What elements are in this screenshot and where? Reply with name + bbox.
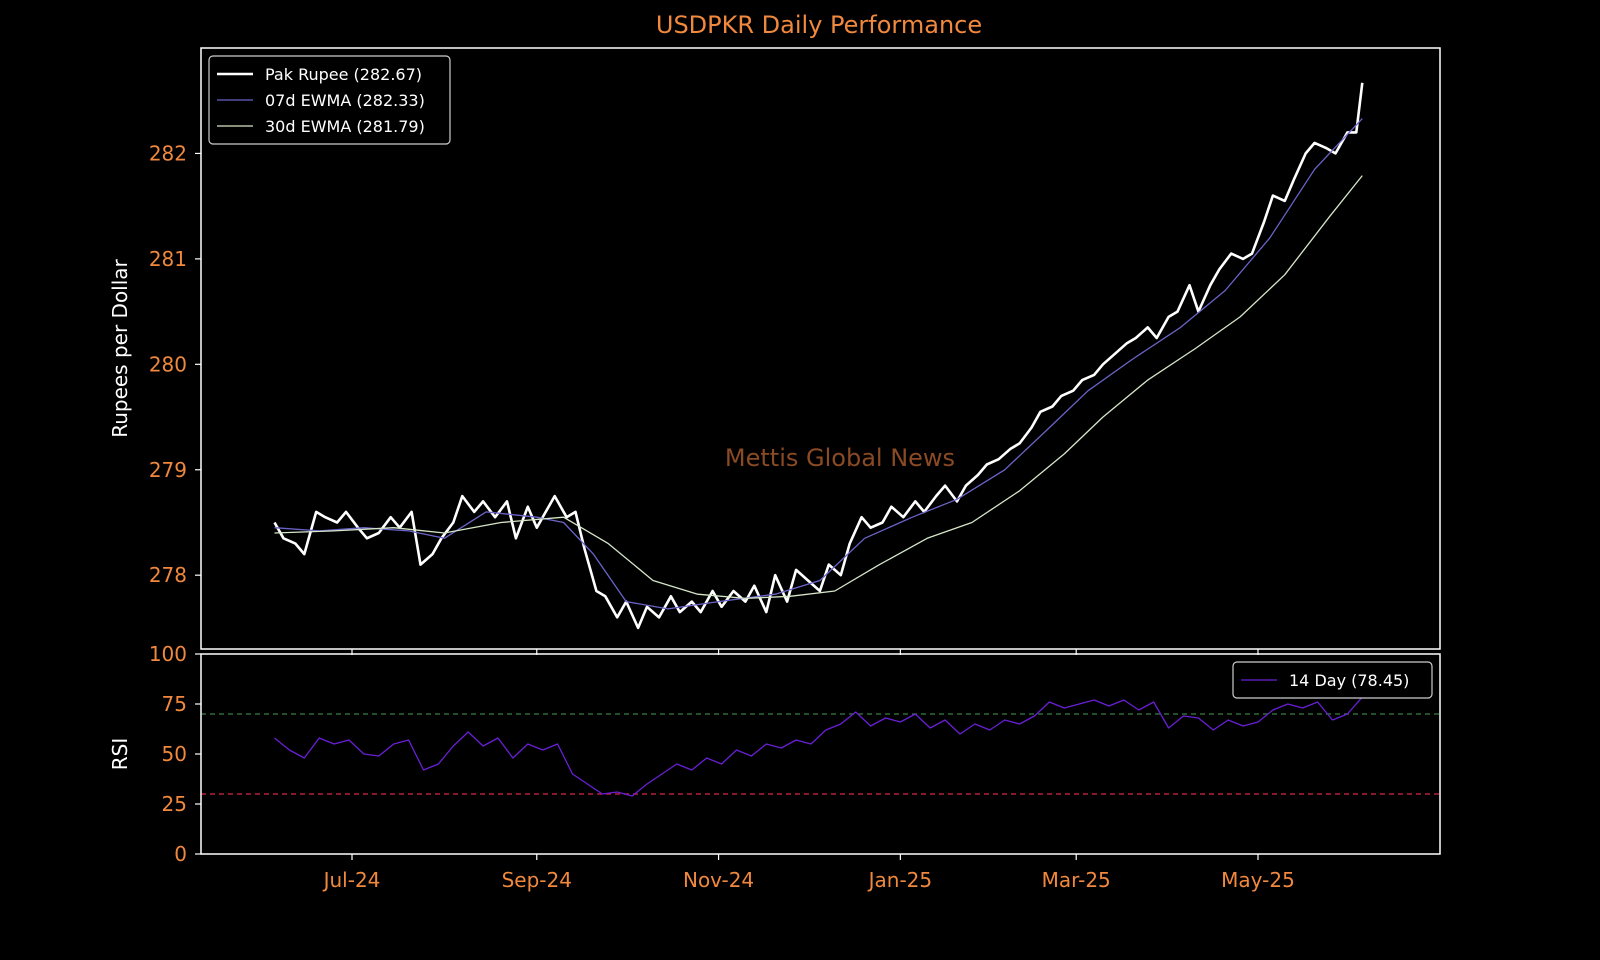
series-line-price bbox=[273, 82, 1364, 630]
watermark: Mettis Global News bbox=[725, 444, 955, 472]
y-tick-label: 100 bbox=[149, 642, 187, 666]
plot-layer: 278 279 280 281 282 Rupees per Dollar Pak Rupe… bbox=[108, 47, 1441, 892]
series-line-ewma30 bbox=[274, 175, 1363, 600]
y-tick-label: 282 bbox=[149, 141, 187, 165]
y-tick-label: 0 bbox=[174, 842, 187, 866]
y-axis-label: Rupees per Dollar bbox=[108, 258, 132, 437]
x-tick-label: Mar-25 bbox=[1042, 868, 1111, 892]
legend-entry-label: 14 Day (78.45) bbox=[1289, 671, 1409, 690]
legend: 14 Day (78.45) bbox=[1232, 661, 1433, 699]
x-tick-label: May-25 bbox=[1221, 868, 1295, 892]
chart-title: USDPKR Daily Performance bbox=[656, 11, 982, 39]
y-tick-label: 278 bbox=[149, 563, 187, 587]
series-line-rsi14 bbox=[274, 696, 1363, 797]
y-tick-label: 279 bbox=[149, 458, 187, 482]
legend: Pak Rupee (282.67) 07d EWMA (282.33) 30d E… bbox=[208, 55, 451, 145]
legend-entry-label: 30d EWMA (281.79) bbox=[265, 117, 425, 136]
y-tick-label: 75 bbox=[162, 692, 187, 716]
legend-box bbox=[1232, 661, 1433, 699]
y-tick-label: 280 bbox=[149, 352, 187, 376]
panel-price: 278 279 280 281 282 Rupees per Dollar Pak Rupe… bbox=[108, 47, 1441, 655]
y-tick-label: 50 bbox=[162, 742, 187, 766]
x-tick-label: Nov-24 bbox=[683, 868, 754, 892]
legend-box bbox=[208, 55, 451, 145]
legend-entry-label: 07d EWMA (282.33) bbox=[265, 91, 425, 110]
y-axis-label: RSI bbox=[108, 738, 132, 771]
x-axis-labels: Jul-24 Sep-24 Nov-24 Jan-25 Mar-25 May-25 bbox=[322, 868, 1295, 892]
panel-rsi: 0 25 50 75 100 RSI 14 Day (78.45) bbox=[108, 642, 1441, 866]
plot-frame bbox=[200, 47, 1441, 650]
series-line-ewma7 bbox=[274, 118, 1363, 610]
legend-entry-label: Pak Rupee (282.67) bbox=[265, 65, 422, 84]
x-tick-label: Sep-24 bbox=[502, 868, 572, 892]
y-tick-label: 25 bbox=[162, 792, 187, 816]
x-tick-label: Jan-25 bbox=[867, 868, 933, 892]
y-tick-label: 281 bbox=[149, 247, 187, 271]
x-tick-label: Jul-24 bbox=[322, 868, 381, 892]
